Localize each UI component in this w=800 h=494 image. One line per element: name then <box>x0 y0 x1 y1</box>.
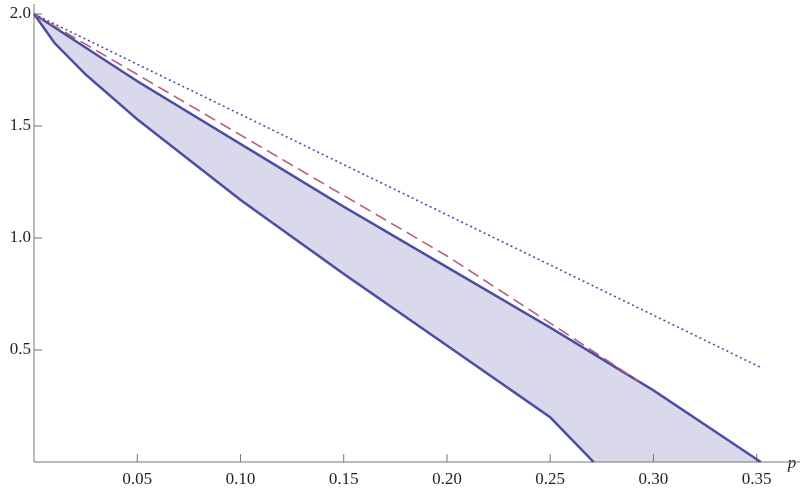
x-tick-label: 0.20 <box>432 469 462 488</box>
x-tick-label: 0.30 <box>639 469 669 488</box>
y-tick-label: 0.5 <box>10 339 31 358</box>
curve <box>33 13 763 369</box>
shaded-region <box>34 14 761 462</box>
x-tick-label: 0.05 <box>122 469 152 488</box>
y-tick-label: 1.5 <box>10 115 31 134</box>
x-tick-label: 0.10 <box>226 469 256 488</box>
curve <box>33 13 640 383</box>
y-tick-label: 1.0 <box>10 227 31 246</box>
x-tick-label: 0.25 <box>535 469 565 488</box>
curve <box>32 13 595 463</box>
x-tick-label: 0.35 <box>742 469 772 488</box>
x-tick-label: 0.15 <box>329 469 359 488</box>
y-tick-label: 2.0 <box>10 3 31 22</box>
